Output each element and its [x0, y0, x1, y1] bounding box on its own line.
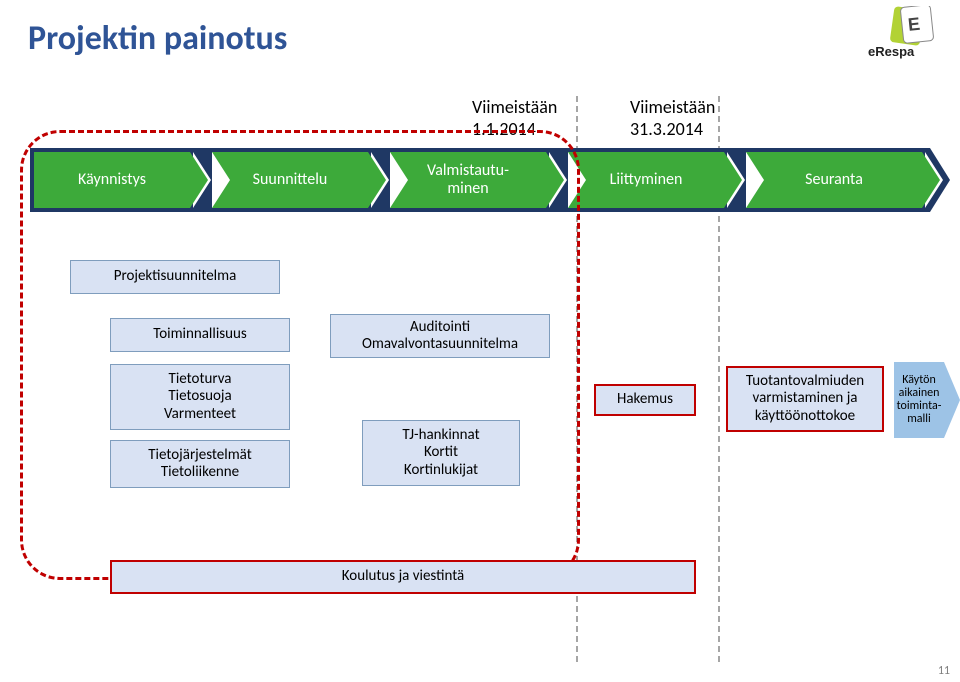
box-auditointi: Auditointi Omavalvontasuunnitelma [330, 314, 550, 358]
phase-liittyminen: Liittyminen [568, 152, 724, 208]
box-label: Tietoturva Tietosuoja Varmenteet [164, 371, 236, 423]
box-tuotantovalmius: Tuotantovalmiuden varmistaminen ja käytt… [726, 366, 884, 432]
phase-label: Seuranta [805, 171, 863, 189]
page-title: Projektin painotus [28, 18, 287, 59]
box-projektisuunnitelma: Projektisuunnitelma [70, 260, 280, 294]
box-koulutus: Koulutus ja viestintä [110, 560, 696, 594]
erespa-logo: E eRespa [854, 6, 938, 64]
box-toiminnallisuus: Toiminnallisuus [110, 318, 290, 352]
final-arrow-kayton-aikainen: Käytön aikainen toiminta- malli [894, 362, 944, 438]
box-tietoturva: Tietoturva Tietosuoja Varmenteet [110, 364, 290, 430]
box-label: Auditointi Omavalvontasuunnitelma [362, 319, 518, 354]
phase-label: Valmistautu- minen [427, 162, 509, 197]
box-label: Projektisuunnitelma [114, 268, 237, 285]
deadline-2-label: Viimeistään [630, 96, 715, 118]
box-label: Toiminnallisuus [153, 326, 247, 343]
svg-text:eRespa: eRespa [868, 44, 915, 59]
phase-label: Liittyminen [610, 171, 683, 189]
box-label: Tuotantovalmiuden varmistaminen ja käytt… [746, 373, 864, 425]
deadline-1-label: Viimeistään [472, 96, 557, 118]
box-tietojarjestelmat: Tietojärjestelmät Tietoliikenne [110, 440, 290, 488]
box-label: Koulutus ja viestintä [342, 568, 464, 585]
deadline-2-date: 31.3.2014 [630, 118, 703, 140]
box-tjhankinnat: TJ-hankinnat Kortit Kortinlukijat [362, 420, 520, 486]
page-number: 11 [938, 664, 950, 678]
phase-seuranta: Seuranta [746, 152, 922, 208]
box-label: Tietojärjestelmät Tietoliikenne [148, 447, 252, 482]
phase-label: Suunnittelu [253, 171, 328, 189]
final-arrow-label: Käytön aikainen toiminta- malli [897, 374, 942, 427]
phase-label: Käynnistys [78, 171, 146, 189]
svg-text:E: E [907, 14, 921, 35]
box-hakemus: Hakemus [594, 384, 696, 416]
box-label: Hakemus [617, 391, 673, 408]
box-label: TJ-hankinnat Kortit Kortinlukijat [402, 427, 479, 479]
